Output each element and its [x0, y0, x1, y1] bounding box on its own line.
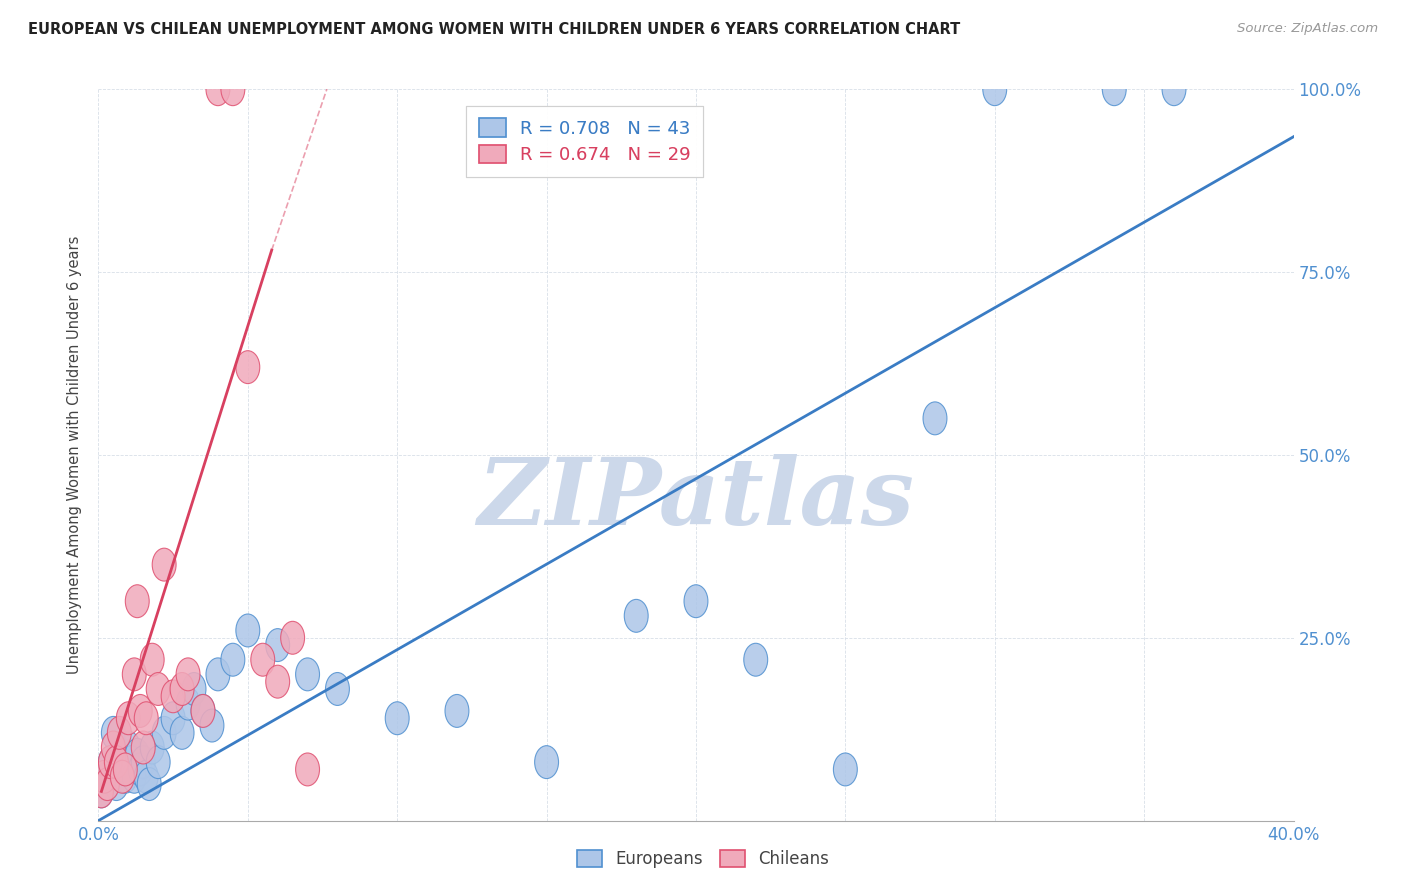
Ellipse shape [114, 760, 138, 793]
Text: Source: ZipAtlas.com: Source: ZipAtlas.com [1237, 22, 1378, 36]
Ellipse shape [90, 775, 114, 808]
Ellipse shape [236, 614, 260, 647]
Ellipse shape [90, 775, 114, 808]
Ellipse shape [266, 629, 290, 662]
Ellipse shape [111, 739, 135, 772]
Ellipse shape [104, 768, 128, 800]
Ellipse shape [135, 760, 159, 793]
Ellipse shape [128, 753, 152, 786]
Ellipse shape [104, 746, 128, 779]
Ellipse shape [101, 731, 125, 764]
Ellipse shape [983, 73, 1007, 105]
Ellipse shape [146, 673, 170, 706]
Ellipse shape [98, 746, 122, 779]
Ellipse shape [98, 746, 122, 779]
Ellipse shape [281, 622, 305, 654]
Ellipse shape [170, 716, 194, 749]
Ellipse shape [295, 658, 319, 690]
Ellipse shape [96, 768, 120, 800]
Ellipse shape [101, 716, 125, 749]
Ellipse shape [266, 665, 290, 698]
Ellipse shape [114, 753, 138, 786]
Ellipse shape [117, 702, 141, 735]
Ellipse shape [162, 702, 186, 735]
Y-axis label: Unemployment Among Women with Children Under 6 years: Unemployment Among Women with Children U… [67, 235, 83, 674]
Ellipse shape [120, 746, 143, 779]
Ellipse shape [191, 695, 215, 727]
Ellipse shape [207, 73, 231, 105]
Ellipse shape [191, 695, 215, 727]
Ellipse shape [200, 709, 224, 742]
Ellipse shape [111, 760, 135, 793]
Ellipse shape [122, 658, 146, 690]
Ellipse shape [141, 731, 165, 764]
Ellipse shape [685, 585, 709, 617]
Text: EUROPEAN VS CHILEAN UNEMPLOYMENT AMONG WOMEN WITH CHILDREN UNDER 6 YEARS CORRELA: EUROPEAN VS CHILEAN UNEMPLOYMENT AMONG W… [28, 22, 960, 37]
Ellipse shape [176, 658, 200, 690]
Ellipse shape [534, 746, 558, 779]
Ellipse shape [107, 716, 131, 749]
Ellipse shape [93, 760, 117, 793]
Ellipse shape [117, 731, 141, 764]
Ellipse shape [176, 687, 200, 720]
Ellipse shape [141, 643, 165, 676]
Ellipse shape [135, 702, 159, 735]
Ellipse shape [107, 753, 131, 786]
Ellipse shape [125, 585, 149, 617]
Ellipse shape [744, 643, 768, 676]
Ellipse shape [138, 768, 162, 800]
Ellipse shape [221, 643, 245, 676]
Ellipse shape [93, 760, 117, 793]
Ellipse shape [152, 716, 176, 749]
Ellipse shape [295, 753, 319, 786]
Ellipse shape [146, 746, 170, 779]
Ellipse shape [183, 673, 207, 706]
Ellipse shape [131, 746, 155, 779]
Ellipse shape [131, 731, 155, 764]
Ellipse shape [170, 673, 194, 706]
Legend: Europeans, Chileans: Europeans, Chileans [571, 843, 835, 875]
Ellipse shape [624, 599, 648, 632]
Ellipse shape [96, 768, 120, 800]
Ellipse shape [326, 673, 350, 706]
Ellipse shape [250, 643, 274, 676]
Ellipse shape [152, 549, 176, 581]
Ellipse shape [221, 73, 245, 105]
Ellipse shape [122, 760, 146, 793]
Ellipse shape [924, 402, 948, 434]
Ellipse shape [834, 753, 858, 786]
Legend: R = 0.708   N = 43, R = 0.674   N = 29: R = 0.708 N = 43, R = 0.674 N = 29 [465, 105, 703, 177]
Ellipse shape [125, 739, 149, 772]
Ellipse shape [385, 702, 409, 735]
Ellipse shape [162, 680, 186, 713]
Ellipse shape [128, 695, 152, 727]
Ellipse shape [207, 658, 231, 690]
Ellipse shape [444, 695, 470, 727]
Ellipse shape [1102, 73, 1126, 105]
Ellipse shape [1161, 73, 1187, 105]
Ellipse shape [236, 351, 260, 384]
Text: ZIPatlas: ZIPatlas [478, 454, 914, 544]
